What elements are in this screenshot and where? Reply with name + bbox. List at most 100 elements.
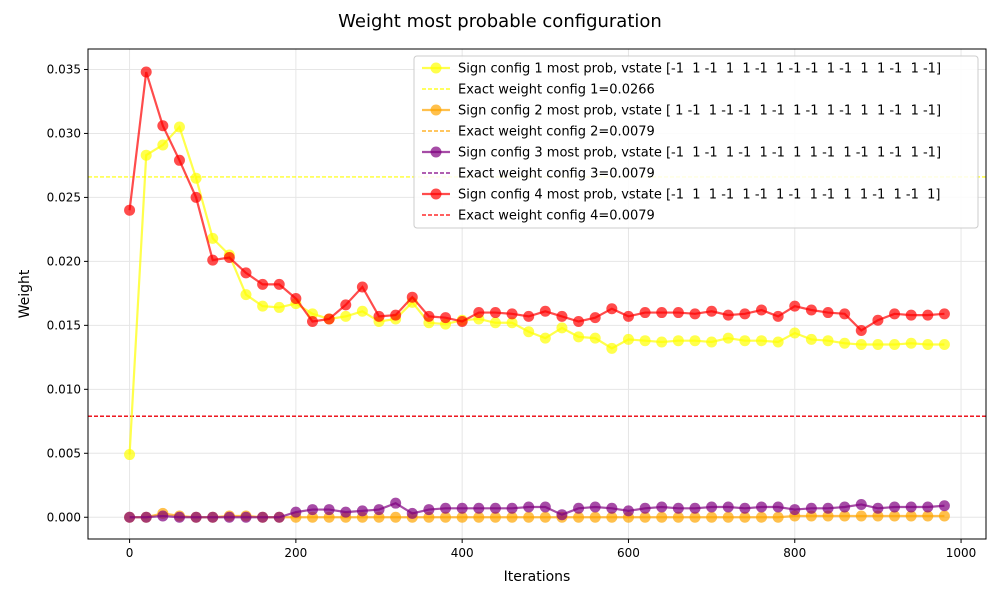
series-4-point [356, 281, 368, 293]
series-4-point [606, 303, 618, 315]
series-4-point [473, 307, 485, 319]
series-1-point [124, 449, 136, 461]
series-2-point [373, 511, 385, 523]
x-tick-label: 800 [783, 546, 806, 560]
series-4-point [307, 316, 318, 328]
series-3 [124, 497, 950, 523]
chart-title: Weight most probable configuration [338, 11, 662, 32]
series-2-point [606, 511, 618, 523]
series-1-point [656, 336, 668, 348]
series-2-point [756, 511, 767, 523]
series-4-point [190, 191, 202, 203]
series-3-point [223, 511, 235, 523]
series-3-point [689, 502, 701, 514]
series-3-point [589, 501, 601, 513]
series-3-point [938, 500, 950, 512]
series-3-point [473, 502, 485, 514]
series-4-point [157, 120, 169, 132]
series-2-point [307, 511, 318, 523]
y-tick-label: 0.020 [47, 254, 81, 268]
series-4-point [839, 308, 851, 320]
legend-label-series-1: Sign config 1 most prob, vstate [-1 1 -1… [458, 62, 941, 77]
series-2-point [573, 511, 585, 523]
series-3-point [573, 502, 585, 514]
series-2-point [589, 511, 601, 523]
series-1-point [622, 333, 634, 345]
series-3-point [456, 502, 468, 514]
legend-label-reference-1: Exact weight config 1=0.0266 [458, 83, 655, 98]
series-2-point [456, 511, 468, 523]
series-1-point [672, 335, 684, 347]
series-1-point [240, 289, 252, 301]
series-2-point [805, 510, 817, 522]
series-1-point [905, 337, 917, 349]
series-2-point [639, 511, 651, 523]
series-layer [124, 66, 950, 523]
series-4-point [207, 254, 219, 266]
series-4-point [373, 310, 385, 322]
series-4-point [390, 309, 402, 321]
series-2-point [656, 511, 668, 523]
series-3-point [423, 504, 435, 516]
series-1-point [739, 335, 751, 347]
series-2-point [872, 510, 884, 522]
series-3-point [656, 501, 668, 513]
series-3-point [756, 501, 767, 513]
series-3-point [290, 506, 302, 518]
y-tick-label: 0.010 [47, 382, 81, 396]
series-4-point [573, 316, 585, 328]
series-4-point [722, 309, 734, 321]
series-4-point [672, 307, 684, 319]
series-3-point [240, 511, 252, 523]
series-3-point [922, 501, 934, 513]
y-tick-label: 0.035 [47, 62, 81, 76]
series-3-point [889, 501, 901, 513]
series-3-point [872, 502, 884, 514]
series-4-point [440, 312, 452, 324]
series-1-point [190, 172, 202, 184]
series-2-point [938, 510, 950, 522]
series-1-point [922, 339, 934, 351]
series-3-point [622, 505, 634, 517]
series-1-point [157, 139, 169, 151]
series-2-point [506, 511, 518, 523]
series-3-point [506, 502, 518, 514]
series-4-point [323, 313, 335, 325]
series-2-point [689, 511, 701, 523]
x-tick-label: 1000 [946, 546, 977, 560]
series-4-point [273, 278, 285, 290]
series-1-point [722, 332, 734, 344]
series-3-point [722, 501, 734, 513]
series-2-point [839, 510, 851, 522]
series-3-point [523, 501, 535, 513]
series-3-point [556, 509, 568, 521]
y-tick-label: 0.030 [47, 126, 81, 140]
series-4-point [240, 267, 252, 279]
series-2-point [489, 511, 501, 523]
x-tick-label: 0 [126, 546, 134, 560]
series-2-point [822, 510, 834, 522]
y-tick-label: 0.025 [47, 190, 81, 204]
series-2-point [722, 511, 734, 523]
y-tick-label: 0.005 [47, 446, 81, 460]
series-2-point [390, 511, 402, 523]
series-1-point [872, 339, 884, 351]
series-2-point [855, 510, 867, 522]
series-1-point [523, 326, 535, 338]
series-3-point [739, 502, 751, 514]
series-3-point [805, 502, 817, 514]
series-4-point [805, 304, 817, 316]
series-4-point [140, 66, 152, 78]
series-4-point [456, 316, 468, 328]
series-3-point [373, 504, 385, 516]
x-tick-label: 400 [451, 546, 474, 560]
series-3-point [789, 504, 801, 516]
series-4-point [822, 307, 834, 319]
series-3-point [140, 511, 152, 523]
series-1-point [938, 339, 950, 351]
series-1-point [489, 317, 501, 329]
series-3-point [672, 502, 684, 514]
series-4-point [706, 305, 718, 317]
series-1-point [207, 232, 219, 244]
